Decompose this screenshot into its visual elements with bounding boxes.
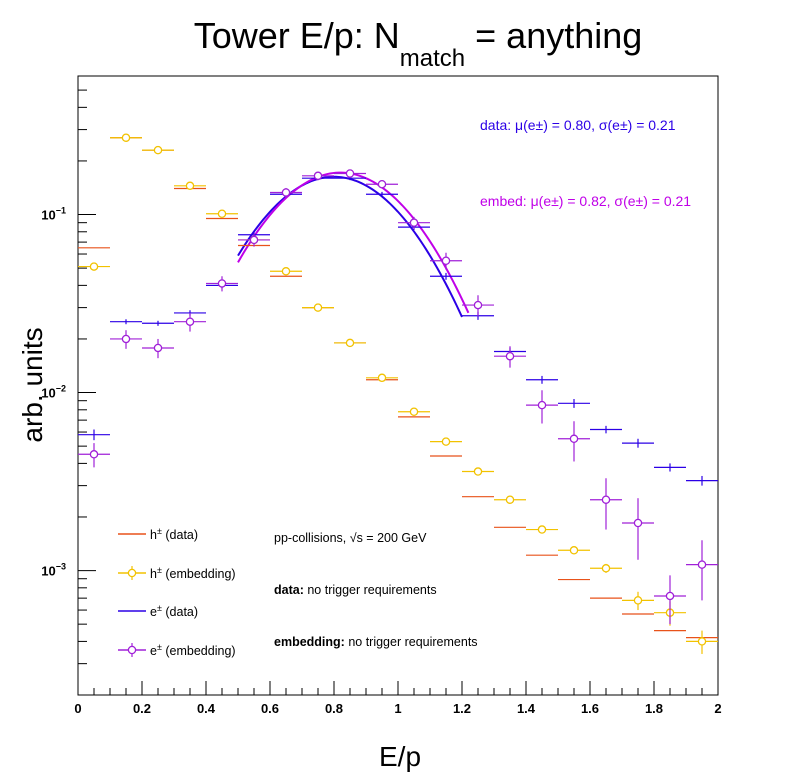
axes: 0 0.2 0.4 0.6 0.8 1 1.2 1.4 1.6 1.8 2 10−3 10−2 10−1 xyxy=(41,89,722,716)
data-point-marker xyxy=(153,145,163,155)
data-point-marker xyxy=(441,437,451,446)
data-point-marker xyxy=(665,591,675,601)
data-point-marker xyxy=(409,218,419,227)
data-point-marker xyxy=(377,373,387,383)
x-tick-label: 2 xyxy=(714,701,721,716)
data-point-marker xyxy=(281,188,291,197)
data-point-marker xyxy=(441,256,451,265)
data-point-marker xyxy=(377,179,387,189)
data-point-marker xyxy=(633,518,643,528)
embed-fit-annotation: embed: μ(e±) = 0.82, σ(e±) = 0.21 xyxy=(480,193,691,209)
data-point-marker xyxy=(249,235,259,245)
data-point-marker xyxy=(185,181,195,191)
data-requirement-annotation: data: no trigger requirements xyxy=(274,583,437,597)
data-point-marker xyxy=(121,133,131,142)
data-fit-annotation: data: μ(e±) = 0.80, σ(e±) = 0.21 xyxy=(480,117,676,133)
data-point-marker xyxy=(345,169,355,178)
data-point-marker xyxy=(281,267,291,276)
data-point-marker xyxy=(217,209,227,219)
series-group xyxy=(78,169,718,625)
data-point-marker xyxy=(537,400,547,410)
x-tick-label: 0.2 xyxy=(133,701,151,716)
legend-swatch-marker xyxy=(127,568,137,578)
series-group xyxy=(78,176,718,486)
y-tick-label: 10−1 xyxy=(41,206,66,223)
collision-annotation: pp-collisions, √s = 200 GeV xyxy=(274,531,427,545)
data-point-marker xyxy=(505,351,515,361)
x-tick-label: 0 xyxy=(74,701,81,716)
data-point-marker xyxy=(217,279,227,288)
y-tick-label: 10−2 xyxy=(41,384,66,401)
data-point-marker xyxy=(569,546,579,555)
x-tick-label: 1.6 xyxy=(581,701,599,716)
legend-entry-label: e± (embedding) xyxy=(150,642,236,658)
legend-entry-label: h± (data) xyxy=(150,526,198,542)
x-axis-label: E/p xyxy=(379,741,421,772)
data-point-marker xyxy=(345,338,355,348)
legend-entry-label: h± (embedding) xyxy=(150,565,236,581)
legend: h± (data) h± (embedding) e± (data) e± (embe… xyxy=(118,526,236,658)
data-point-marker xyxy=(153,343,163,353)
x-tick-label: 0.4 xyxy=(197,701,216,716)
x-tick-label: 0.8 xyxy=(325,701,343,716)
plot-frame xyxy=(77,75,719,696)
data-point-marker xyxy=(505,495,515,504)
data-point-marker xyxy=(185,317,195,326)
data-point-marker xyxy=(121,334,131,344)
data-point-marker xyxy=(409,407,419,417)
data-series xyxy=(78,133,718,654)
data-point-marker xyxy=(473,467,483,476)
data-point-marker xyxy=(537,525,547,534)
data-point-marker xyxy=(601,564,611,573)
data-point-marker xyxy=(569,434,579,444)
series-group xyxy=(78,133,718,654)
data-point-marker xyxy=(313,303,323,312)
data-point-marker xyxy=(601,495,611,504)
y-tick-label: 10−3 xyxy=(41,562,66,579)
data-point-marker xyxy=(697,637,707,646)
data-point-marker xyxy=(473,300,483,310)
data-point-marker xyxy=(89,262,99,271)
x-tick-label: 1.4 xyxy=(517,701,536,716)
data-point-marker xyxy=(697,560,707,569)
y-axis-label: arb. units xyxy=(17,327,48,442)
x-tick-label: 1.2 xyxy=(453,701,471,716)
fit-curve xyxy=(237,175,463,318)
x-tick-label: 0.6 xyxy=(261,701,279,716)
embedding-requirement-annotation: embedding: no trigger requirements xyxy=(274,635,478,649)
data-point-marker xyxy=(313,171,323,181)
x-tick-label: 1.8 xyxy=(645,701,663,716)
chart-title: Tower E/p: Nmatch = anything xyxy=(194,15,643,72)
legend-swatch-marker xyxy=(127,645,137,655)
data-point-marker xyxy=(633,596,643,605)
data-point-marker xyxy=(89,450,99,459)
x-tick-label: 1 xyxy=(394,701,401,716)
legend-entry-label: e± (data) xyxy=(150,603,198,619)
